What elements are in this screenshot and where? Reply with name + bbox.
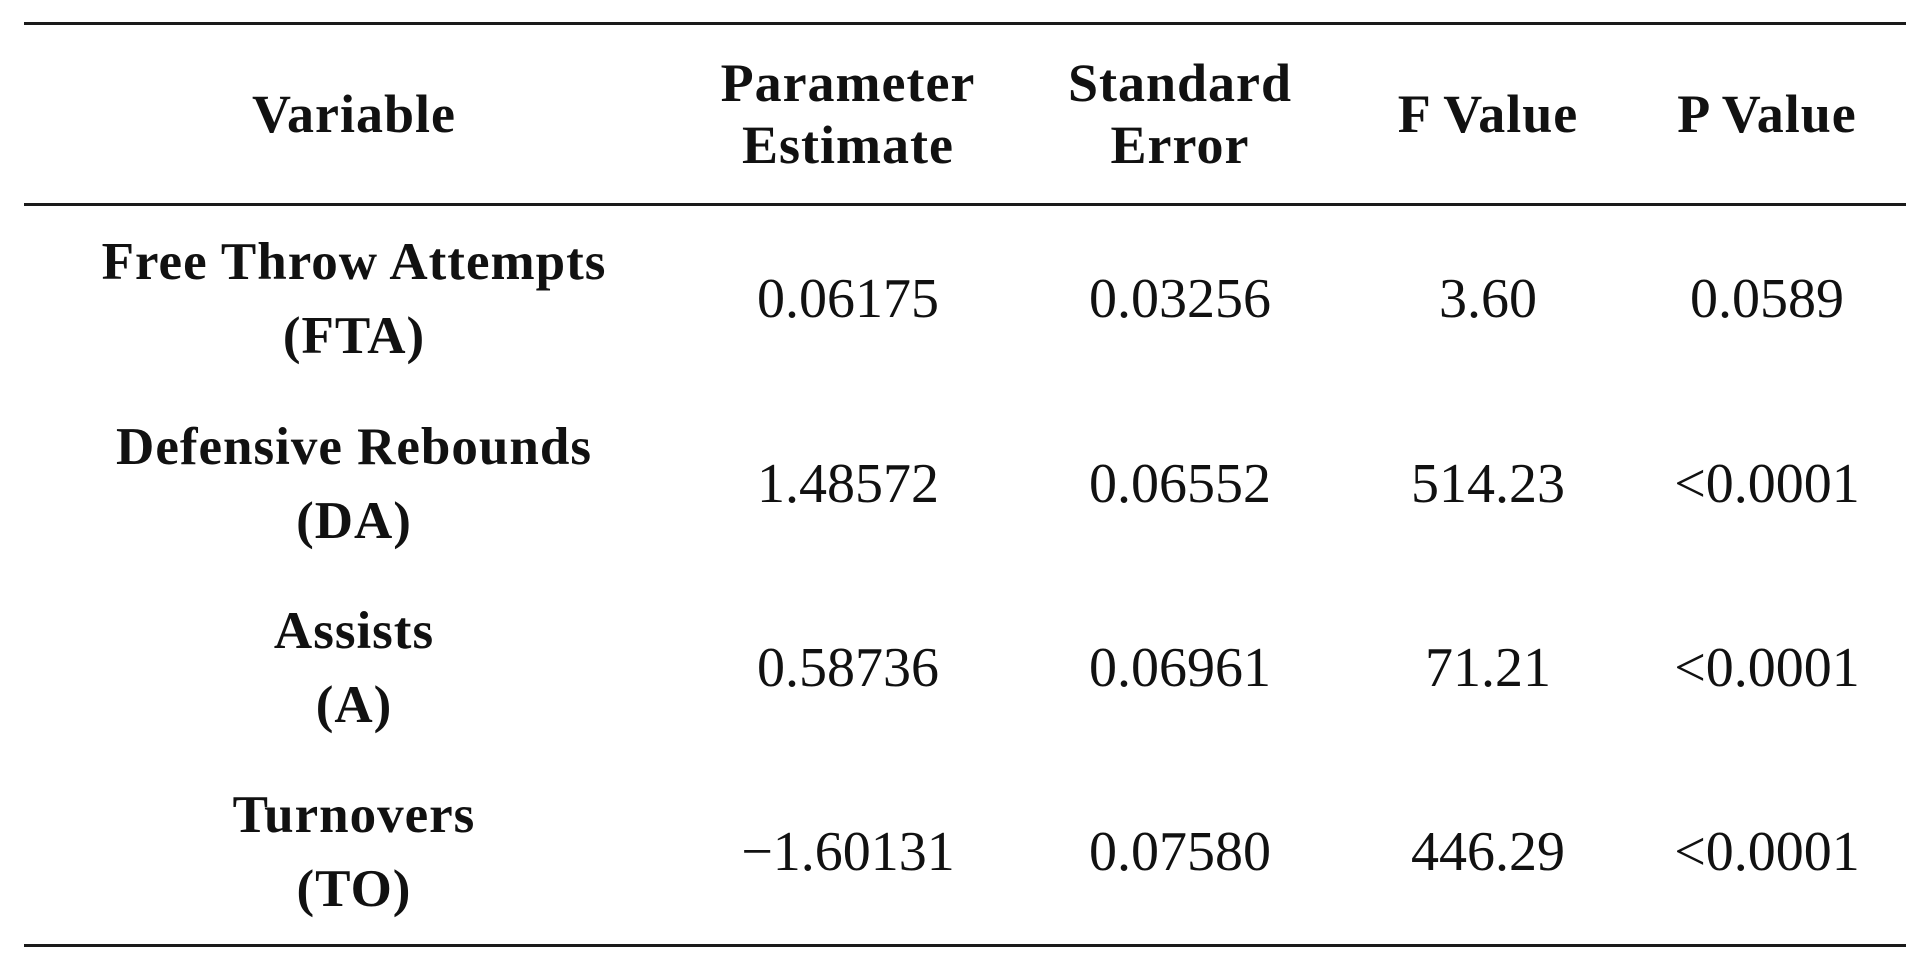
estimate-cell: 0.06175: [757, 268, 939, 330]
std-error-cell: 0.06961: [1089, 637, 1271, 699]
table-row: Free Throw Attempts (FTA) 0.06175 0.0325…: [24, 205, 1906, 393]
variable-name: Turnovers: [232, 786, 476, 844]
f-value-cell: 71.21: [1425, 637, 1551, 699]
variable-abbr: (DA): [296, 492, 412, 550]
variable-cell: Turnovers (TO): [24, 760, 684, 946]
table-header: Variable Parameter Estimate Standard Err…: [24, 23, 1906, 205]
header-f-value: F Value: [1397, 84, 1579, 144]
estimate-cell: −1.60131: [741, 821, 955, 883]
p-value-cell: <0.0001: [1674, 637, 1860, 699]
table-row: Assists (A) 0.58736 0.06961 71.21 <0.000…: [24, 576, 1906, 760]
p-value-cell: <0.0001: [1674, 821, 1860, 883]
header-parameter-estimate: Parameter Estimate: [720, 53, 976, 175]
std-error-cell: 0.07580: [1089, 821, 1271, 883]
variable-abbr: (A): [315, 676, 393, 734]
header-p-value: P Value: [1677, 84, 1857, 144]
variable-cell: Defensive Rebounds (DA): [24, 392, 684, 576]
table-row: Defensive Rebounds (DA) 1.48572 0.06552 …: [24, 392, 1906, 576]
variable-cell: Assists (A): [24, 576, 684, 760]
variable-name: Assists: [273, 602, 435, 660]
estimate-cell: 1.48572: [757, 453, 939, 515]
variable-name: Free Throw Attempts: [101, 233, 607, 291]
header-row: Variable Parameter Estimate Standard Err…: [24, 23, 1906, 205]
regression-table-container: Variable Parameter Estimate Standard Err…: [24, 22, 1906, 947]
p-value-cell: 0.0589: [1690, 268, 1844, 330]
f-value-cell: 446.29: [1411, 821, 1565, 883]
table-row: Turnovers (TO) −1.60131 0.07580 446.29 <…: [24, 760, 1906, 946]
variable-abbr: (TO): [296, 860, 412, 918]
estimate-cell: 0.58736: [757, 637, 939, 699]
variable-abbr: (FTA): [282, 307, 426, 365]
header-standard-error: Standard Error: [1067, 53, 1293, 175]
std-error-cell: 0.03256: [1089, 268, 1271, 330]
table-body: Free Throw Attempts (FTA) 0.06175 0.0325…: [24, 205, 1906, 946]
header-variable: Variable: [251, 84, 456, 144]
std-error-cell: 0.06552: [1089, 453, 1271, 515]
variable-name: Defensive Rebounds: [116, 418, 592, 476]
f-value-cell: 514.23: [1411, 453, 1565, 515]
f-value-cell: 3.60: [1439, 268, 1537, 330]
variable-cell: Free Throw Attempts (FTA): [24, 205, 684, 393]
p-value-cell: <0.0001: [1674, 453, 1860, 515]
regression-table: Variable Parameter Estimate Standard Err…: [24, 22, 1906, 947]
